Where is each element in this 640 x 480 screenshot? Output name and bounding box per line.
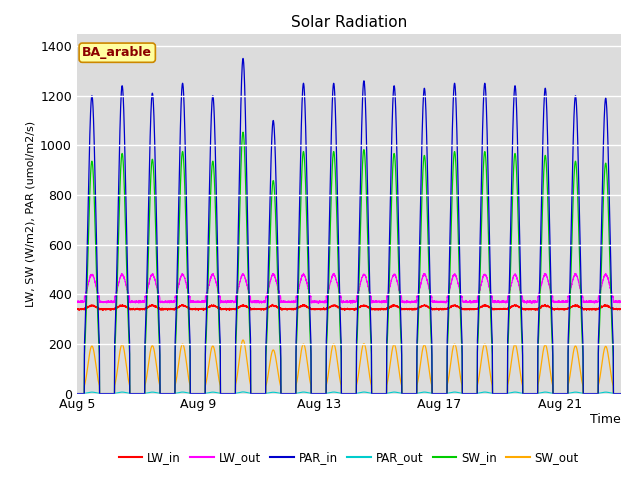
- LW_out: [255, 299, 263, 305]
- Line: SW_out: SW_out: [77, 340, 621, 394]
- Legend: LW_in, LW_out, PAR_in, PAR_out, SW_in, SW_out: LW_in, LW_out, PAR_in, PAR_out, SW_in, S…: [114, 446, 584, 469]
- PAR_out: [95, 390, 102, 396]
- LW_out: [528, 300, 536, 306]
- SW_out: [73, 391, 81, 396]
- LW_out: [617, 300, 625, 305]
- PAR_in: [397, 308, 404, 313]
- PAR_in: [611, 391, 618, 396]
- PAR_out: [170, 391, 178, 396]
- PAR_out: [73, 391, 81, 396]
- PAR_out: [255, 391, 263, 396]
- LW_out: [397, 291, 404, 297]
- SW_in: [170, 391, 178, 396]
- SW_out: [173, 370, 181, 376]
- LW_in: [269, 301, 276, 307]
- LW_out: [73, 299, 81, 305]
- SW_in: [611, 391, 618, 396]
- SW_in: [617, 391, 625, 396]
- Line: LW_out: LW_out: [77, 273, 621, 303]
- PAR_in: [170, 391, 178, 396]
- LW_in: [170, 307, 178, 312]
- LW_out: [170, 300, 178, 305]
- Title: Solar Radiation: Solar Radiation: [291, 15, 407, 30]
- PAR_in: [239, 56, 247, 61]
- SW_out: [617, 391, 625, 396]
- SW_out: [397, 377, 404, 383]
- LW_out: [300, 270, 307, 276]
- PAR_in: [617, 391, 625, 396]
- SW_out: [611, 391, 618, 396]
- LW_in: [173, 304, 181, 310]
- PAR_out: [611, 391, 618, 396]
- PAR_in: [95, 328, 102, 334]
- PAR_out: [397, 390, 404, 396]
- Line: LW_in: LW_in: [77, 304, 621, 311]
- SW_out: [95, 381, 102, 386]
- Text: BA_arable: BA_arable: [82, 46, 152, 59]
- LW_in: [611, 306, 619, 312]
- PAR_in: [73, 391, 81, 396]
- LW_in: [95, 306, 102, 312]
- LW_in: [73, 306, 81, 312]
- Line: PAR_in: PAR_in: [77, 59, 621, 394]
- Y-axis label: LW, SW (W/m2), PAR (umol/m2/s): LW, SW (W/m2), PAR (umol/m2/s): [26, 120, 36, 307]
- LW_out: [173, 287, 181, 293]
- SW_in: [255, 391, 263, 396]
- LW_in: [195, 308, 202, 313]
- SW_in: [239, 129, 247, 135]
- LW_out: [611, 300, 619, 305]
- SW_in: [73, 391, 81, 396]
- PAR_out: [239, 389, 247, 395]
- X-axis label: Time: Time: [590, 413, 621, 426]
- PAR_in: [255, 391, 263, 396]
- Line: SW_in: SW_in: [77, 132, 621, 394]
- SW_in: [95, 342, 102, 348]
- SW_out: [170, 391, 178, 396]
- LW_out: [95, 293, 102, 299]
- PAR_out: [173, 390, 181, 396]
- LW_in: [255, 306, 263, 312]
- SW_in: [397, 326, 404, 332]
- LW_in: [617, 306, 625, 312]
- SW_out: [239, 337, 247, 343]
- PAR_out: [617, 391, 625, 396]
- PAR_in: [173, 263, 181, 268]
- LW_in: [397, 305, 404, 311]
- SW_out: [255, 391, 263, 396]
- Line: PAR_out: PAR_out: [77, 392, 621, 394]
- SW_in: [173, 291, 181, 297]
